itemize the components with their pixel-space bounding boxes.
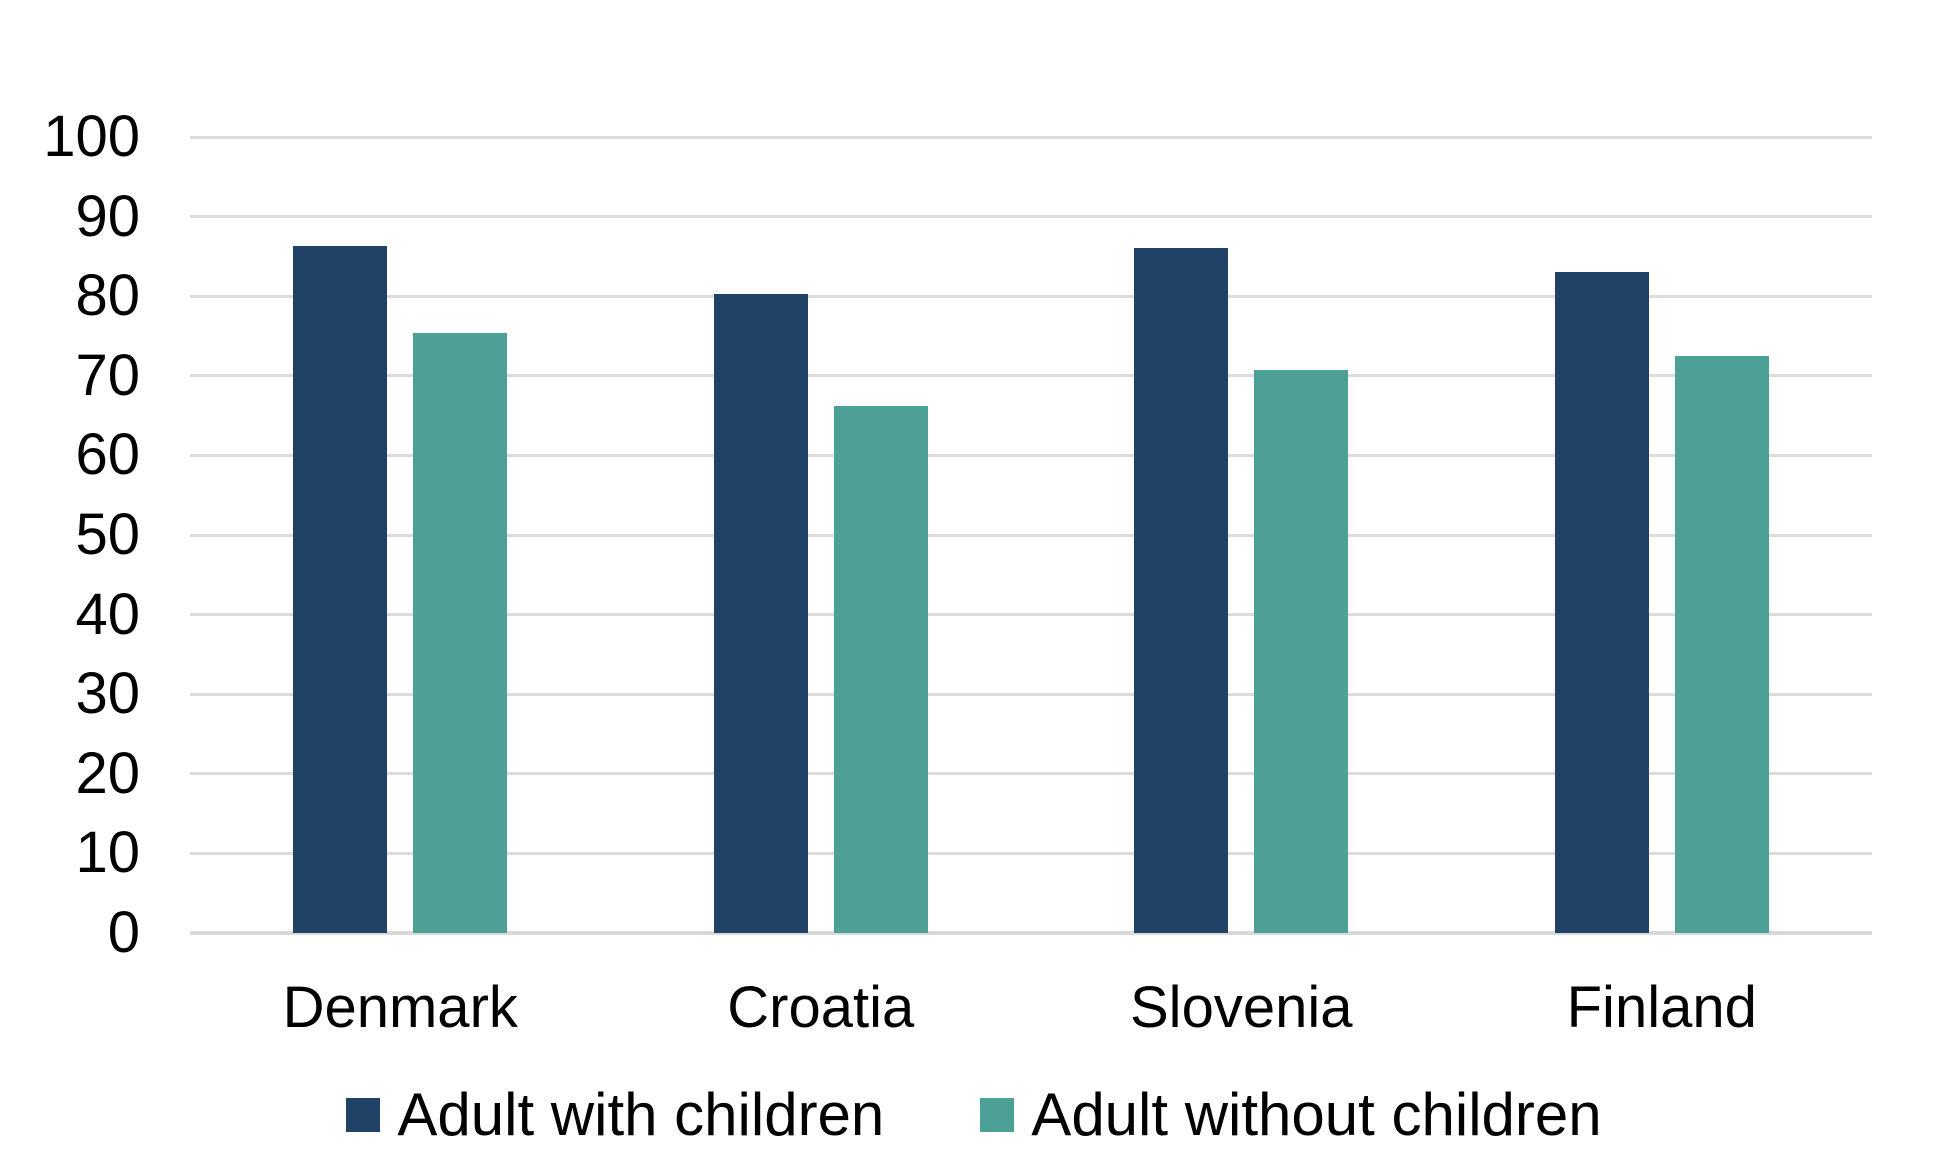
y-tick-label: 100 [43, 104, 140, 169]
gridline [190, 692, 1872, 696]
bar-adult-with-children-slovenia [1134, 248, 1229, 933]
y-tick-label: 70 [75, 342, 140, 408]
y-tick-label: 50 [75, 502, 140, 567]
gridline [190, 533, 1872, 537]
gridline [190, 294, 1872, 298]
category-label-denmark: Denmark [282, 975, 518, 1040]
category-label-finland: Finland [1566, 975, 1757, 1040]
legend-item: Adult without children [980, 1081, 1602, 1148]
legend-item: Adult with children [346, 1082, 884, 1148]
category-label-slovenia: Slovenia [1130, 975, 1353, 1040]
y-tick-label: 40 [75, 581, 140, 647]
legend: Adult with children Adult without childre… [0, 1080, 1948, 1150]
bar-adult-with-children-finland [1554, 272, 1649, 933]
gridline [190, 215, 1872, 219]
y-tick-label: 60 [75, 422, 140, 488]
bar-adult-without-children-croatia [833, 406, 928, 933]
gridline [190, 374, 1872, 378]
bar-adult-with-children-croatia [713, 293, 808, 933]
y-tick-label: 90 [75, 183, 140, 249]
x-axis-line [190, 931, 1872, 935]
legend-swatch-icon [980, 1098, 1015, 1132]
gridline [190, 453, 1872, 457]
category-label-croatia: Croatia [727, 975, 915, 1040]
bar-adult-without-children-denmark [413, 332, 508, 933]
y-tick-label: 30 [75, 661, 140, 727]
legend-swatch-icon [346, 1098, 381, 1132]
y-tick-label: 20 [75, 740, 140, 806]
bar-adult-with-children-denmark [293, 246, 388, 933]
y-tick-label: 80 [75, 263, 140, 329]
gridline [190, 851, 1872, 855]
gridline [190, 772, 1872, 776]
y-tick-label: 10 [75, 820, 140, 886]
gridline [190, 613, 1872, 617]
bar-adult-without-children-slovenia [1254, 370, 1349, 933]
legend-label: Adult with children [397, 1081, 885, 1148]
bar-adult-without-children-finland [1674, 355, 1769, 933]
y-tick-label: 0 [107, 900, 140, 965]
gridline [190, 135, 1872, 139]
legend-label: Adult without children [1031, 1081, 1602, 1148]
